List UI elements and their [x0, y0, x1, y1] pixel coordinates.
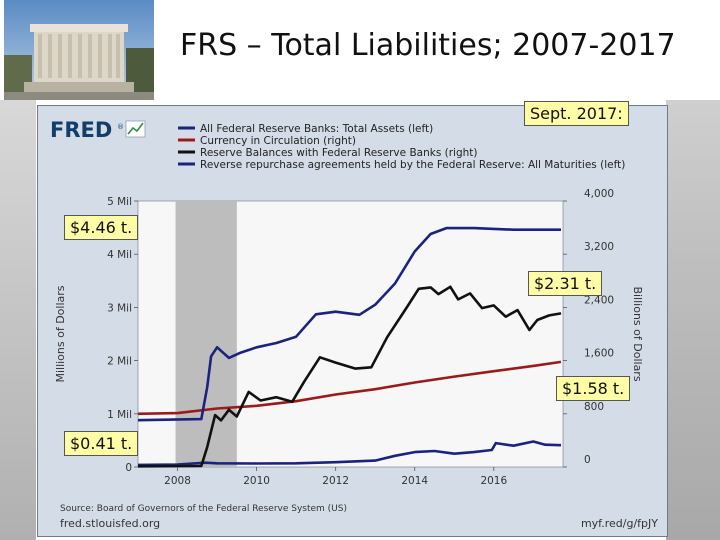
- x-tick-label: 2012: [322, 475, 349, 487]
- slide-background-right: [666, 100, 720, 540]
- federal-reserve-building-photo: [4, 0, 154, 100]
- callout-sept-2017: Sept. 2017:: [524, 101, 629, 126]
- chart-source: Source: Board of Governors of the Federa…: [60, 504, 347, 514]
- y-left-tick-label: 0: [125, 462, 132, 474]
- legend-entry: Reverse repurchase agreements held by th…: [200, 159, 625, 171]
- chart-short-url[interactable]: myf.red/g/fpJY: [581, 517, 658, 530]
- axes-layer: 0 1 Mil 2 Mil 3 Mil 4 Mil 5 Mil 0 800 1,600 2,400…: [54, 188, 644, 487]
- recession-band: [175, 201, 237, 467]
- callout-reserve-balances: $2.31 t.: [528, 271, 603, 296]
- y-right-tick-label: 0: [584, 454, 591, 466]
- series-reverse-repo-line: [137, 440, 562, 467]
- y-right-tick-label: 800: [584, 401, 604, 413]
- y-left-axis-label: Millions of Dollars: [54, 285, 67, 382]
- y-right-axis-label: Billions of Dollars: [631, 286, 644, 381]
- chart-legend: All Federal Reserve Banks: Total Assets …: [178, 123, 625, 171]
- fred-site-link[interactable]: fred.stlouisfed.org: [60, 517, 160, 530]
- fred-chart-panel: FRED ® All Federal Reserve Banks: Total …: [37, 105, 668, 537]
- y-right-tick-label: 3,200: [584, 241, 614, 253]
- series-reserve-balances-line: [137, 285, 562, 468]
- slide-background-left: [0, 100, 36, 540]
- y-right-tick-label: 1,600: [584, 348, 614, 360]
- y-left-tick-label: 3 Mil: [107, 302, 132, 314]
- recession-shading: [175, 201, 237, 467]
- x-tick-label: 2014: [401, 475, 428, 487]
- y-right-tick-label: 2,400: [584, 294, 614, 306]
- y-left-tick-label: 2 Mil: [107, 356, 132, 368]
- x-tick-label: 2016: [480, 475, 507, 487]
- y-left-tick-label: 5 Mil: [107, 196, 132, 208]
- x-tick-label: 2010: [243, 475, 270, 487]
- slide-title: FRS – Total Liabilities; 2007-2017: [180, 28, 676, 63]
- y-right-tick-label: 4,000: [584, 188, 614, 200]
- callout-reverse-repo: $0.41 t.: [64, 431, 139, 456]
- fred-logo-chart-icon: [125, 120, 146, 138]
- fred-logo: FRED: [50, 118, 112, 142]
- y-left-tick-label: 1 Mil: [107, 409, 132, 421]
- callout-total-assets: $4.46 t.: [64, 215, 139, 240]
- y-left-tick-label: 4 Mil: [107, 249, 132, 261]
- x-tick-label: 2008: [164, 475, 191, 487]
- chart-canvas: FRED ® All Federal Reserve Banks: Total …: [50, 118, 658, 530]
- callout-currency: $1.58 t.: [556, 376, 631, 401]
- legend-entry: Currency in Circulation (right): [200, 135, 356, 147]
- legend-entry: Reserve Balances with Federal Reserve Ba…: [200, 147, 478, 159]
- legend-entry: All Federal Reserve Banks: Total Assets …: [200, 123, 433, 135]
- series-layer: [137, 226, 562, 468]
- series-currency-line: [137, 360, 562, 416]
- series-total-assets-line: [137, 226, 561, 422]
- fred-logo-mark: ®: [117, 123, 124, 131]
